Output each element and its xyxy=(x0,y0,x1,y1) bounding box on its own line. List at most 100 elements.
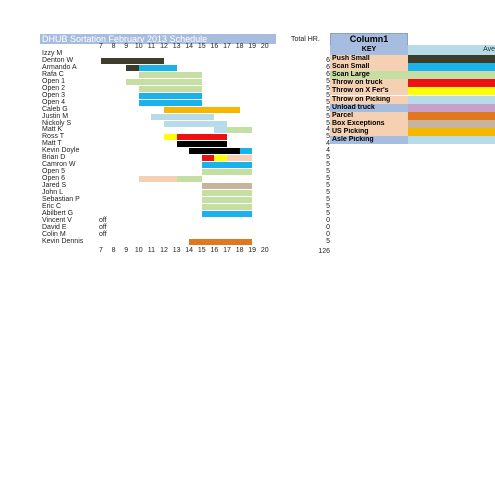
employee-name: Matt T xyxy=(42,140,62,148)
employee-name: Open 2 xyxy=(42,84,65,92)
shift-bar xyxy=(214,120,227,127)
employee-total-hours: 5 xyxy=(326,195,330,203)
employee-name: Matt K xyxy=(42,126,63,134)
key-color-swatch xyxy=(408,136,495,144)
employee-total-hours: 5 xyxy=(326,119,330,127)
shift-bar xyxy=(164,113,215,120)
shift-bar xyxy=(138,78,202,85)
key-label: Throw on truck xyxy=(330,79,408,88)
hour-label: 13 xyxy=(172,247,181,254)
shift-bar xyxy=(138,85,202,92)
shift-bar xyxy=(138,64,177,71)
shift-bar xyxy=(151,113,164,120)
employee-total-hours: 0 xyxy=(326,230,330,238)
key-color-swatch xyxy=(408,127,495,136)
shift-bar xyxy=(138,176,177,183)
hour-label: 19 xyxy=(248,43,257,50)
key-label: US Picking xyxy=(330,127,408,136)
employee-total-hours: 5 xyxy=(326,175,330,183)
key-color-swatch xyxy=(408,71,495,80)
shift-bar xyxy=(201,183,253,190)
employee-total-hours: 0 xyxy=(326,216,330,224)
hour-label: 20 xyxy=(260,43,269,50)
employee-name: Rafa C xyxy=(42,70,64,78)
shift-bar xyxy=(176,134,227,141)
key-header: KEY xyxy=(330,45,408,55)
employee-name: Vincent V xyxy=(42,216,72,224)
key-color-swatch xyxy=(408,95,495,104)
employee-total-hours: 5 xyxy=(326,154,330,162)
hour-label: 16 xyxy=(210,43,219,50)
hour-label: 11 xyxy=(147,43,156,50)
key-color-swatch xyxy=(408,63,495,72)
shift-bar xyxy=(176,141,227,148)
key-color-swatch xyxy=(408,103,495,112)
hour-label: 8 xyxy=(111,43,116,50)
employee-name: Kevin Dennis xyxy=(42,237,84,245)
key-label: Throw on Picking xyxy=(330,95,408,104)
employee-total-hours: 4 xyxy=(326,140,330,148)
employee-total-hours: 5 xyxy=(326,182,330,190)
shift-bar xyxy=(201,196,253,203)
shift-bar xyxy=(227,127,253,134)
hour-label: 19 xyxy=(248,247,257,254)
employee-total-hours: 5 xyxy=(326,133,330,141)
employee-name: Eric C xyxy=(42,202,62,210)
employee-name: John L xyxy=(42,189,64,196)
shift-bar xyxy=(138,92,202,99)
employee-name: Open 5 xyxy=(42,168,65,176)
employee-name: Nickoly S xyxy=(42,119,72,127)
employee-total-hours: 5 xyxy=(326,202,330,210)
hour-label: 20 xyxy=(260,247,269,254)
employee-total-hours: 5 xyxy=(326,209,330,217)
shift-bar xyxy=(239,148,253,155)
hour-label: 14 xyxy=(185,247,194,254)
hour-label: 16 xyxy=(210,247,219,254)
employee-total-hours: 5 xyxy=(326,168,330,176)
hour-label: 12 xyxy=(160,247,168,254)
key-color-swatch xyxy=(408,87,495,96)
hour-label: 10 xyxy=(134,43,143,50)
shift-bar xyxy=(201,210,253,217)
shift-bar xyxy=(201,155,215,162)
employee-total-hours: 5 xyxy=(326,112,330,120)
hour-label: 8 xyxy=(111,247,116,254)
employee-name: Kevin Doyle xyxy=(42,147,80,155)
employee-name: David E xyxy=(42,223,67,231)
employee-name: Camron W xyxy=(42,161,76,169)
employee-name: Caleb G xyxy=(42,105,68,113)
employee-total-hours: 5 xyxy=(326,98,330,106)
employee-total-hours: 4 xyxy=(326,126,330,134)
key-label: Unload truck xyxy=(330,103,408,112)
off-label: off xyxy=(99,223,107,231)
shift-bar xyxy=(164,120,215,127)
shift-bar xyxy=(201,190,253,196)
average-header: Ave xyxy=(408,45,495,55)
employee-total-hours: 5 xyxy=(326,84,330,92)
off-label: off xyxy=(99,230,107,238)
key-label: Throw on X Fer's xyxy=(330,87,408,96)
key-color-swatch xyxy=(408,79,495,88)
hour-label: 17 xyxy=(223,247,231,254)
shift-bar xyxy=(176,176,202,183)
employee-name: Izzy M xyxy=(42,50,63,57)
shift-bar xyxy=(126,64,139,71)
shift-bar xyxy=(126,78,139,85)
key-label: Scan Large xyxy=(330,71,408,80)
off-label: off xyxy=(99,216,107,224)
shift-bar xyxy=(227,155,253,162)
shift-bar xyxy=(214,155,227,162)
shift-bar xyxy=(138,71,202,78)
shift-bar xyxy=(189,238,253,245)
key-label: Parcel xyxy=(330,111,408,120)
hour-label: 11 xyxy=(147,247,156,254)
employee-total-hours: 6 xyxy=(326,56,330,64)
hour-label: 18 xyxy=(235,247,244,254)
key-label: Box Exceptions xyxy=(330,119,408,128)
employee-name: Justin M xyxy=(42,112,69,120)
hour-label: 18 xyxy=(235,43,244,50)
employee-name: Open 3 xyxy=(42,91,65,99)
employee-name: Sebastian P xyxy=(42,195,80,203)
hour-label: 7 xyxy=(99,247,103,254)
schedule-title: DHUB Sortation February 2013 Schedule xyxy=(42,34,208,44)
